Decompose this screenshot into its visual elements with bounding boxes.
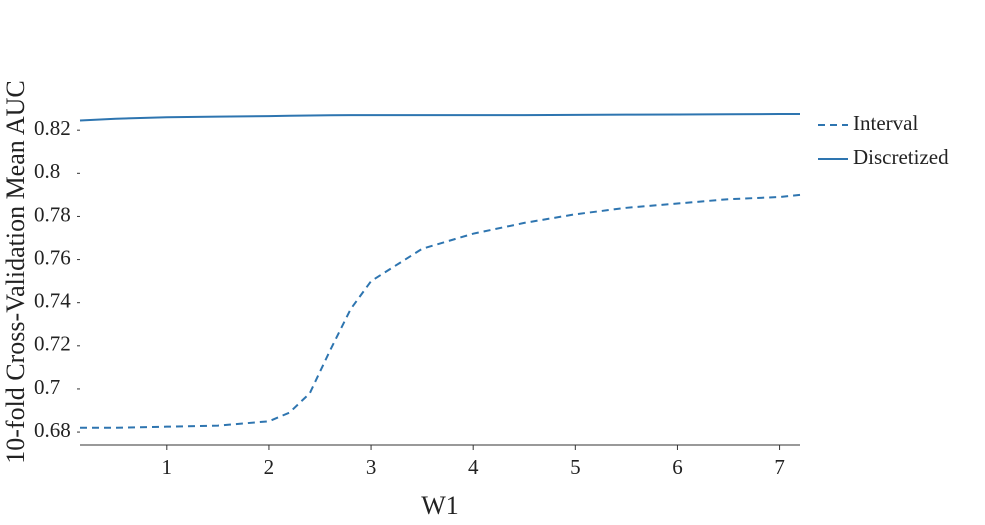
y-axis-label: 10-fold Cross-Validation Mean AUC (1, 80, 30, 463)
y-tick-label: 0.76 (34, 245, 71, 269)
x-tick-label: 4 (468, 455, 479, 479)
y-tick-label: 0.68 (34, 418, 71, 442)
series-line (80, 193, 801, 429)
series-line (79, 113, 800, 122)
x-tick-label: 6 (672, 455, 683, 479)
y-tick-label: 0.7 (34, 375, 60, 399)
x-tick-label: 2 (264, 455, 275, 479)
y-tick-label: 0.8 (34, 159, 60, 183)
x-tick-label: 5 (570, 455, 581, 479)
x-tick-label: 1 (162, 455, 173, 479)
x-tick-label: 7 (774, 455, 785, 479)
y-tick-label: 0.72 (34, 332, 71, 356)
x-axis-label: W1 (421, 491, 459, 520)
legend-label: Interval (853, 111, 918, 135)
y-tick-label: 0.82 (34, 116, 71, 140)
x-tick-label: 3 (366, 455, 377, 479)
y-tick-label: 0.74 (34, 289, 71, 313)
legend-label: Discretized (853, 145, 949, 169)
y-tick-label: 0.78 (34, 202, 71, 226)
